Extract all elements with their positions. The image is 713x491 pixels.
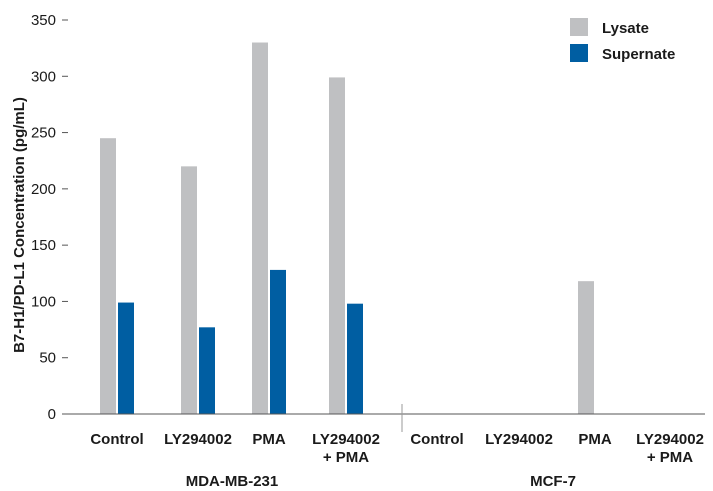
x-category-label: LY294002 + PMA xyxy=(636,431,704,466)
x-category-label: LY294002 + PMA xyxy=(312,431,380,466)
legend-label-supernate: Supernate xyxy=(602,46,675,63)
y-tick-label: 0 xyxy=(48,406,56,423)
y-tick-label: 150 xyxy=(31,237,56,254)
x-category-label: PMA xyxy=(252,431,286,448)
bar-supernate-1 xyxy=(199,327,215,414)
bar-lysate-2 xyxy=(252,42,268,415)
y-tick-label: 100 xyxy=(31,293,56,310)
x-category-label: Control xyxy=(410,431,463,448)
y-tick-label: 50 xyxy=(39,350,56,367)
legend: Lysate Supernate xyxy=(570,18,675,63)
bars xyxy=(100,42,594,415)
y-axis-title: B7-H1/PD-L1 Concentration (pg/mL) xyxy=(11,97,28,353)
bar-lysate-3 xyxy=(329,77,345,414)
legend-label-lysate: Lysate xyxy=(602,20,649,37)
y-axis: 0 50 100 150 200 250 300 350 xyxy=(31,12,68,423)
y-tick-label: 350 xyxy=(31,12,56,29)
x-axis: Control LY294002 PMA LY294002 + PMA Control LY… xyxy=(68,404,705,490)
legend-swatch-lysate xyxy=(570,18,588,36)
bar-supernate-2 xyxy=(270,269,286,414)
bar-supernate-3 xyxy=(347,303,363,414)
y-tick-label: 200 xyxy=(31,181,56,198)
y-tick-label: 250 xyxy=(31,125,56,142)
legend-swatch-supernate xyxy=(570,44,588,62)
x-group-label: MDA-MB-231 xyxy=(186,473,279,490)
y-tick-label: 300 xyxy=(31,68,56,85)
bar-lysate-6 xyxy=(578,281,594,414)
x-category-label: LY294002 xyxy=(164,431,232,448)
bar-supernate-0 xyxy=(118,302,134,414)
bar-lysate-0 xyxy=(100,138,116,414)
x-category-label: Control xyxy=(90,431,143,448)
x-category-label: PMA xyxy=(578,431,612,448)
x-group-label: MCF-7 xyxy=(530,473,576,490)
bar-lysate-1 xyxy=(181,166,197,414)
x-category-label: LY294002 xyxy=(485,431,553,448)
